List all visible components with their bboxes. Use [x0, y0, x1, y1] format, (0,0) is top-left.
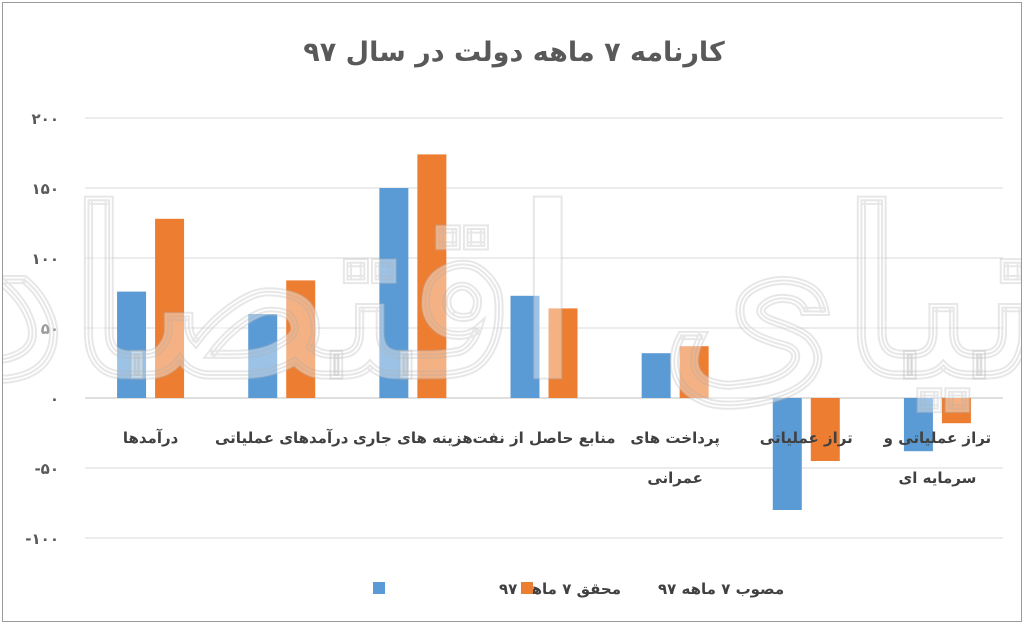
legend-swatch	[373, 582, 385, 594]
bar-approved	[941, 398, 971, 424]
bar-actual	[772, 398, 802, 510]
legend-entry: محقق ۷ ماهه ۹۷	[499, 580, 621, 598]
bars	[117, 154, 971, 510]
y-tick-label: ۱۵۰	[32, 180, 59, 198]
bar-approved	[679, 346, 709, 398]
chart-title: کارنامه ۷ ماهه دولت در سال ۹۷	[303, 37, 725, 68]
y-tick-label: ۵۰	[41, 320, 59, 338]
bar-approved	[155, 218, 185, 398]
legend-swatch	[521, 582, 533, 594]
bar-actual	[117, 291, 147, 398]
category-label: هزینه های جاری	[353, 429, 473, 447]
bar-actual	[510, 295, 540, 398]
bar-approved	[417, 154, 447, 398]
gridlines	[85, 117, 1003, 539]
bar-approved	[286, 280, 316, 398]
category-label: سرمایه ای	[899, 469, 977, 487]
y-tick-label: -۵۰	[34, 460, 59, 478]
bar-actual	[379, 188, 409, 398]
y-tick-label: -۱۰۰	[25, 530, 59, 548]
bar-chart: کارنامه ۷ ماهه دولت در سال ۹۷ ۲۰۰ ۱۵۰ ۱۰۰ ۵…	[3, 37, 1021, 598]
category-label: تراز عملیاتی و	[883, 429, 992, 447]
category-label: منابع حاصل از نفت	[473, 429, 616, 447]
bar-actual	[248, 314, 278, 398]
bar-actual	[641, 353, 671, 398]
y-tick-label: ۰	[50, 390, 59, 408]
category-label: پرداخت های	[630, 429, 720, 448]
bar-actual	[903, 398, 933, 452]
category-labels: درآمدها درآمدهای عملیاتی هزینه های جاری منا…	[123, 429, 991, 487]
y-axis-ticks: ۲۰۰ ۱۵۰ ۱۰۰ ۵۰ ۰ -۵۰ -۱۰۰	[25, 110, 59, 548]
legend-entry: مصوب ۷ ماهه ۹۷	[658, 580, 784, 598]
legend: محقق ۷ ماهه ۹۷ مصوب ۷ ماهه ۹۷	[373, 580, 784, 598]
y-tick-label: ۲۰۰	[32, 110, 59, 128]
watermark: دنیای اقتصاد	[3, 160, 1021, 430]
y-tick-label: ۱۰۰	[32, 250, 59, 268]
category-label: تراز عملیاتی	[760, 429, 853, 447]
category-label: درآمدها	[123, 429, 179, 447]
category-label: درآمدهای عملیاتی	[215, 429, 349, 447]
category-label: عمرانی	[647, 469, 703, 487]
bar-approved	[810, 398, 840, 461]
bar-approved	[548, 308, 578, 398]
